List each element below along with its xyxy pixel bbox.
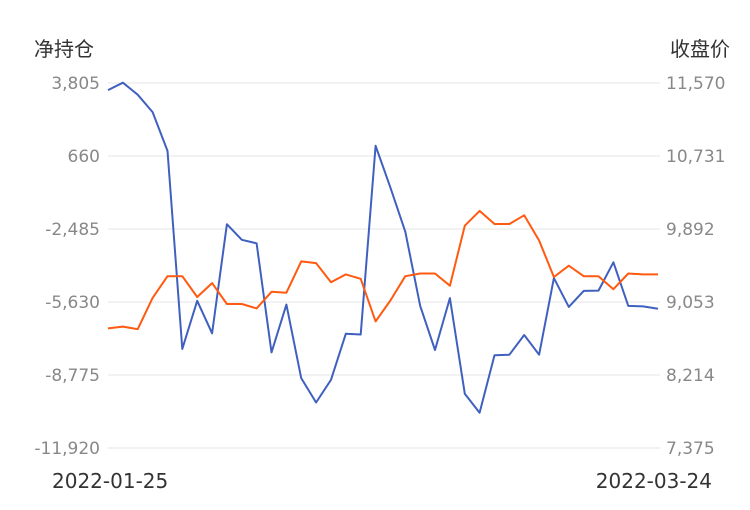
right-tick-label: 9,892: [666, 220, 715, 240]
left-tick-label: -2,485: [45, 220, 100, 240]
right-tick-label: 7,375: [666, 439, 715, 459]
close-price-line: [107, 209, 658, 331]
left-axis-ticks: 3,805 660 -2,485 -5,630 -8,775 -11,920: [34, 74, 100, 459]
right-axis-ticks: 11,570 10,731 9,892 9,053 8,214 7,375: [666, 74, 725, 459]
right-tick-label: 10,731: [666, 147, 725, 167]
gridlines: [108, 82, 660, 449]
left-tick-label: 3,805: [51, 74, 100, 94]
left-tick-label: -8,775: [45, 366, 100, 386]
right-tick-label: 8,214: [666, 366, 715, 386]
left-tick-label: -5,630: [45, 293, 100, 313]
left-tick-label: 660: [68, 147, 100, 167]
right-tick-label: 11,570: [666, 74, 725, 94]
x-end-label: 2022-03-24: [596, 469, 712, 493]
net-position-line: [107, 81, 659, 414]
left-axis-title: 净持仓: [34, 37, 94, 61]
left-tick-label: -11,920: [34, 439, 100, 459]
right-axis-title: 收盘价: [670, 37, 730, 61]
x-start-label: 2022-01-25: [52, 469, 168, 493]
right-tick-label: 9,053: [666, 293, 715, 313]
series-lines: [107, 81, 659, 414]
